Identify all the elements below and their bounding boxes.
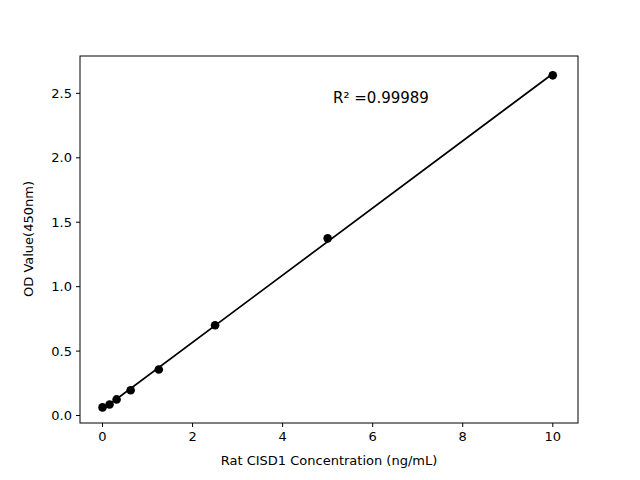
x-tick-label: 10	[545, 429, 562, 444]
y-tick-label: 0.0	[51, 408, 72, 423]
data-point	[154, 365, 163, 374]
x-tick-label: 2	[188, 429, 196, 444]
r-squared-annotation: R² =0.99989	[333, 91, 429, 106]
y-axis-label: OD Value(450nm)	[22, 181, 35, 297]
data-point	[126, 386, 135, 395]
standard-curve-figure: 0 2 4 6 8 10 0.0 0.5 1.0 1.5 2.0 2.5 Rat CISD1 Conc…	[0, 0, 640, 480]
x-tick-label: 4	[278, 429, 286, 444]
x-axis-label: Rat CISD1 Concentration (ng/mL)	[221, 454, 438, 467]
x-tick-label: 0	[98, 429, 106, 444]
data-point	[323, 234, 332, 243]
data-point	[105, 400, 114, 409]
data-point	[211, 321, 220, 330]
y-tick-label: 1.5	[51, 215, 72, 230]
y-tick-label: 0.5	[51, 344, 72, 359]
data-point	[112, 395, 121, 404]
y-tick-label: 1.0	[51, 279, 72, 294]
y-tick-label: 2.5	[51, 86, 72, 101]
y-tick-label: 2.0	[51, 150, 72, 165]
x-tick-label: 8	[459, 429, 467, 444]
x-tick-label: 6	[369, 429, 377, 444]
standard-curve-chart: 0 2 4 6 8 10 0.0 0.5 1.0 1.5 2.0 2.5	[0, 0, 640, 480]
data-point	[548, 71, 557, 80]
